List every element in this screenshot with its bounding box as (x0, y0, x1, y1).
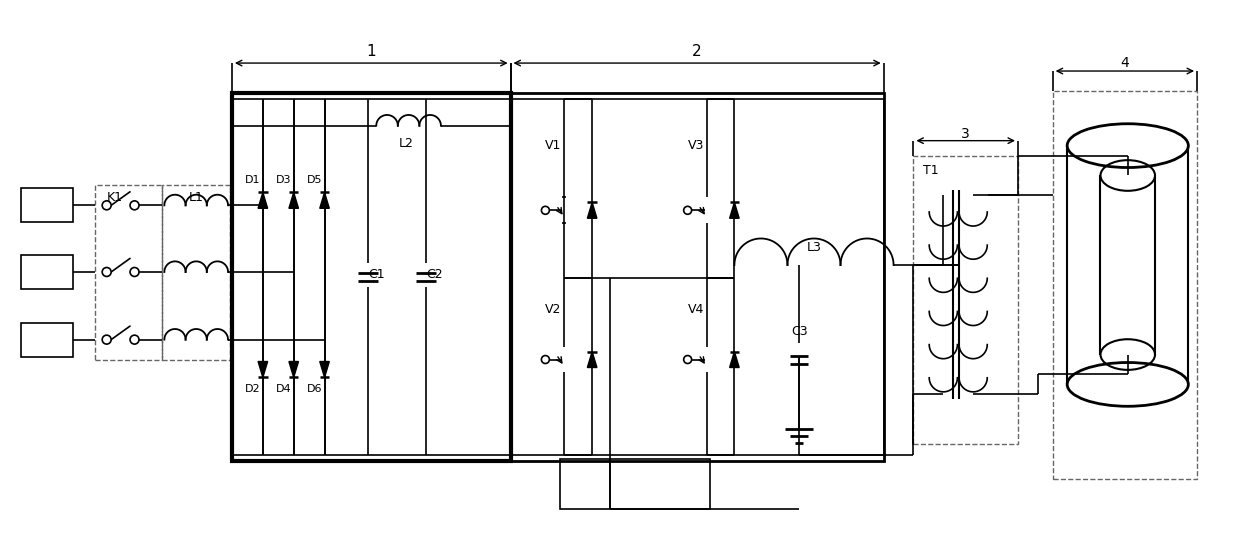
Polygon shape (320, 361, 330, 378)
Text: T1: T1 (923, 164, 939, 177)
Bar (560, 459, 710, 509)
Text: D6: D6 (307, 384, 322, 394)
Text: 2: 2 (693, 43, 703, 59)
Bar (21, 323, 73, 357)
Text: D1: D1 (245, 176, 261, 185)
Text: V4: V4 (688, 303, 704, 316)
Text: V1: V1 (545, 139, 561, 152)
Text: C3: C3 (790, 325, 808, 338)
Text: D2: D2 (245, 384, 261, 394)
Bar (162, 185, 230, 360)
Text: L1: L1 (188, 191, 203, 204)
Polygon shape (258, 192, 268, 208)
Text: 3: 3 (961, 127, 970, 141)
Text: K1: K1 (107, 191, 123, 204)
Text: 4: 4 (1120, 56, 1129, 70)
Bar (232, 93, 510, 461)
Text: D3: D3 (276, 176, 291, 185)
Bar (510, 93, 883, 461)
Polygon shape (289, 192, 299, 208)
Text: L2: L2 (399, 137, 414, 150)
Polygon shape (320, 192, 330, 208)
Text: D4: D4 (276, 384, 291, 394)
Bar (21, 255, 73, 289)
Text: D5: D5 (307, 176, 322, 185)
Text: V3: V3 (688, 139, 704, 152)
Text: C2: C2 (426, 268, 442, 281)
Polygon shape (289, 361, 299, 378)
Polygon shape (258, 361, 268, 378)
Polygon shape (730, 202, 740, 218)
Bar (913, 156, 1018, 444)
Text: C1: C1 (368, 268, 385, 281)
Bar (21, 188, 73, 222)
Polygon shape (587, 352, 597, 367)
Text: V2: V2 (545, 303, 561, 316)
Bar (1053, 91, 1197, 479)
Bar (94, 185, 162, 360)
Text: L3: L3 (807, 241, 821, 253)
Polygon shape (587, 202, 597, 218)
Polygon shape (730, 352, 740, 367)
Text: 1: 1 (367, 43, 377, 59)
